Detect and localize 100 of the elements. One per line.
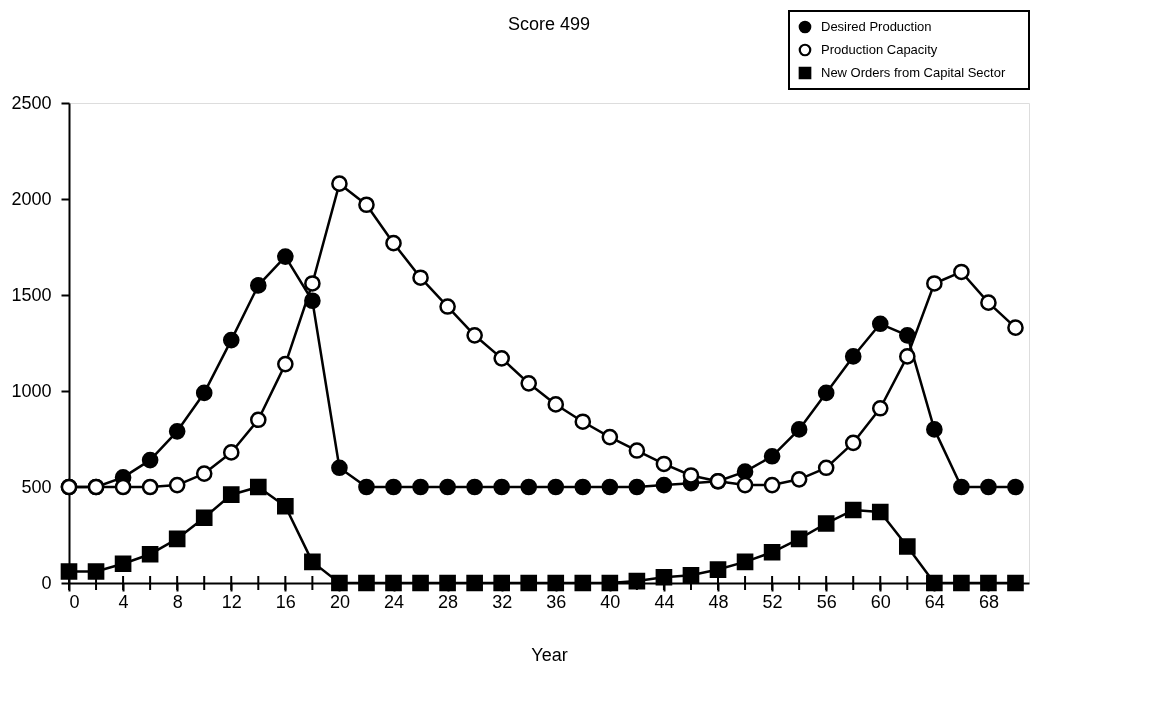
point	[331, 459, 348, 477]
x-tick-label: 28	[438, 591, 459, 612]
point	[277, 355, 294, 373]
point	[601, 428, 619, 446]
point	[87, 563, 105, 580]
x-tick-label: 48	[708, 591, 729, 612]
point	[331, 574, 348, 592]
point	[60, 563, 78, 580]
x-axis-title: Year	[531, 644, 568, 665]
point	[898, 538, 916, 555]
point	[466, 478, 483, 496]
point	[114, 555, 132, 573]
point	[547, 574, 565, 592]
point	[439, 478, 456, 496]
y-tick-label: 500	[21, 476, 52, 497]
point	[871, 315, 889, 333]
x-tick-label: 44	[654, 591, 675, 612]
point	[790, 421, 808, 438]
point	[277, 497, 294, 515]
y-tick-label: 1500	[11, 284, 52, 305]
x-tick-label: 32	[492, 591, 513, 612]
point	[466, 327, 483, 344]
point	[926, 574, 943, 592]
point	[195, 384, 213, 402]
point	[817, 384, 835, 402]
point	[655, 476, 673, 494]
chart-title: Score 499	[507, 14, 591, 34]
point	[493, 478, 510, 496]
point	[682, 467, 700, 484]
point	[277, 248, 294, 265]
point	[601, 574, 619, 592]
point	[628, 572, 646, 590]
point	[844, 501, 862, 519]
point	[547, 396, 565, 413]
x-tick-label: 0	[69, 591, 80, 612]
y-tick-label: 1000	[11, 380, 52, 401]
point	[871, 399, 889, 417]
point	[1007, 478, 1024, 496]
point	[682, 567, 700, 584]
point	[385, 574, 402, 592]
point	[249, 478, 267, 496]
x-tick-label: 12	[221, 591, 242, 612]
point	[980, 574, 997, 592]
point	[439, 574, 456, 592]
point	[1007, 319, 1024, 336]
point	[655, 568, 673, 586]
point	[412, 478, 429, 496]
point	[439, 298, 456, 315]
point	[331, 175, 348, 192]
point	[249, 277, 267, 294]
point	[358, 478, 375, 496]
point	[1007, 574, 1024, 592]
point	[628, 442, 646, 459]
point	[655, 455, 673, 473]
point	[141, 478, 159, 496]
point	[222, 331, 240, 349]
x-tick-label: 56	[816, 591, 837, 612]
point	[141, 545, 159, 563]
legend-label: Production Capacity	[821, 42, 938, 57]
point	[466, 574, 483, 592]
point	[953, 478, 970, 496]
x-tick-label: 52	[762, 591, 783, 612]
point	[249, 411, 267, 429]
point	[898, 348, 916, 365]
point	[574, 413, 592, 431]
x-tick-label: 36	[546, 591, 567, 612]
point	[168, 423, 186, 440]
point	[412, 574, 429, 592]
point	[763, 543, 781, 561]
x-tick-label: 24	[383, 591, 405, 612]
point	[763, 476, 781, 494]
x-tick-label: 64	[924, 591, 945, 612]
point	[168, 530, 186, 548]
point	[953, 574, 970, 592]
point	[385, 478, 402, 496]
point	[980, 478, 997, 496]
point	[195, 509, 213, 527]
point	[926, 421, 943, 438]
point	[304, 553, 321, 571]
x-tick-label: 68	[978, 591, 999, 612]
point	[763, 447, 781, 465]
point	[790, 530, 808, 548]
x-tick-label: 40	[600, 591, 621, 612]
point	[601, 478, 619, 496]
x-tick-label: 60	[870, 591, 891, 612]
point	[222, 444, 240, 461]
x-tick-label: 8	[172, 591, 183, 612]
point	[926, 275, 943, 292]
point	[412, 269, 429, 287]
point	[980, 294, 997, 311]
point	[304, 275, 321, 292]
point	[358, 196, 375, 214]
point	[520, 375, 538, 392]
point	[358, 574, 375, 592]
y-tick-label: 2000	[11, 188, 52, 209]
point	[195, 465, 213, 482]
point	[520, 478, 538, 496]
point	[736, 476, 754, 494]
point	[385, 234, 402, 252]
point	[898, 327, 916, 344]
